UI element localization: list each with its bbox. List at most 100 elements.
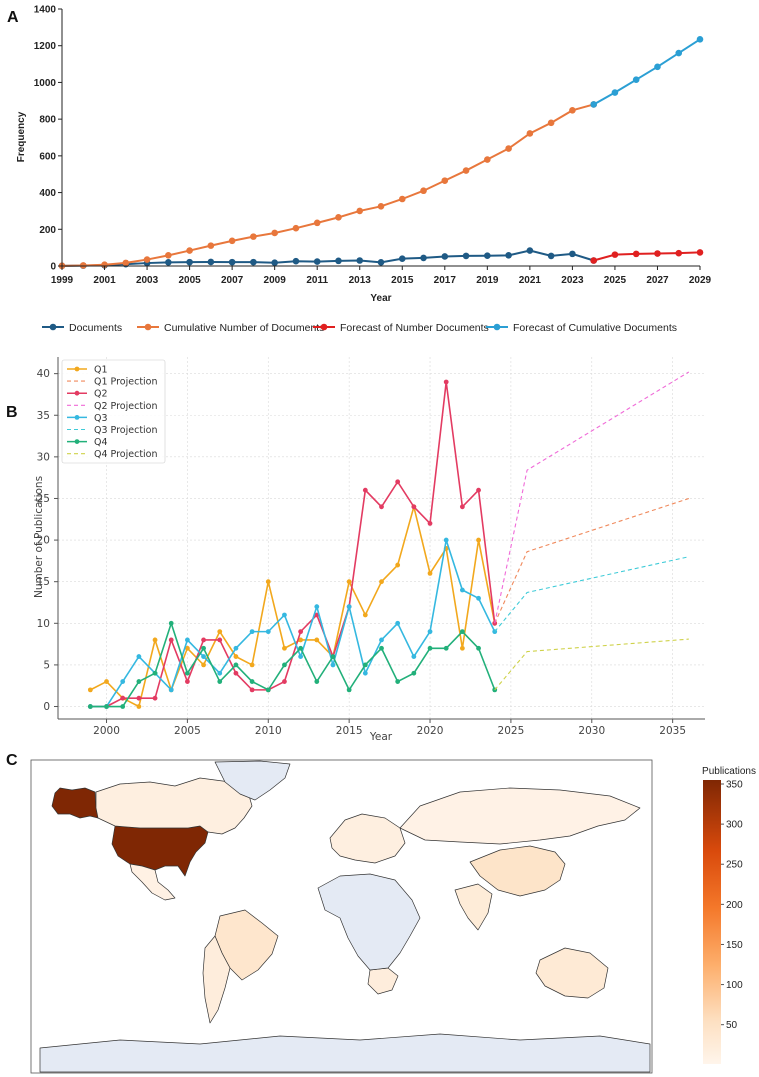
chart-a-point-cumulative-number-of-documents — [313, 219, 321, 227]
chart-b-y-tick-label: 30 — [37, 451, 50, 463]
chart-b-point-q3 — [120, 679, 126, 684]
chart-c-world-map: Publications 350 300 250 200 150 100 50 — [30, 759, 756, 1074]
chart-a-point-cumulative-number-of-documents — [462, 167, 470, 174]
chart-a-point-documents — [505, 252, 512, 259]
chart-b: 2000 2005 2010 2015 2020 2025 2030 203505101520… — [33, 357, 705, 743]
chart-b-point-q3 — [443, 537, 449, 543]
chart-a-point-documents — [186, 258, 193, 266]
chart-b-point-q1 — [217, 629, 223, 635]
colorbar-tick-label: 350 — [726, 780, 743, 791]
panel-letter-a: A — [7, 9, 19, 26]
chart-b-point-q4 — [282, 662, 287, 668]
chart-a-line-forecast-of-number-documents — [593, 251, 701, 262]
chart-b-legend-marker-q3 — [74, 415, 80, 420]
chart-b-point-q2 — [249, 687, 255, 693]
chart-a-y-tick-label: 200 — [39, 225, 56, 236]
chart-b-point-q3 — [217, 670, 223, 676]
chart-b-point-q3 — [282, 612, 287, 618]
chart-a-point-cumulative-number-of-documents — [356, 207, 364, 215]
chart-a-x-axis-label: Year — [370, 293, 391, 304]
chart-b-y-tick-label: 40 — [37, 368, 50, 380]
chart-b-point-q2 — [459, 504, 465, 510]
chart-b-line-q1 — [89, 503, 496, 708]
map-region-greenland — [214, 760, 291, 801]
map-region-europe — [329, 813, 406, 864]
chart-a-x-tick-label: 2027 — [646, 275, 669, 286]
chart-a-point-forecast-of-number-documents — [632, 250, 640, 258]
chart-b-y-tick-label: 5 — [43, 659, 50, 671]
chart-a-y-tick-label: 400 — [39, 188, 56, 199]
map-region-canada — [95, 777, 253, 835]
chart-b-point-q1 — [395, 562, 401, 568]
chart-b-legend-box — [61, 359, 166, 464]
chart-b-point-q4 — [379, 645, 384, 651]
chart-b-point-q2 — [362, 487, 368, 493]
chart-b-y-tick-label: 35 — [37, 410, 50, 422]
chart-b-point-q4 — [427, 645, 433, 651]
chart-b-point-q4 — [233, 662, 239, 668]
map-region-chile — [202, 935, 231, 1024]
chart-b-point-q3 — [168, 687, 174, 693]
chart-a-point-cumulative-number-of-documents — [505, 145, 512, 152]
chart-b-y-tick-label: 15 — [37, 576, 50, 588]
chart-b-legend-label-q2-projection: Q2 Projection — [94, 401, 158, 412]
chart-b-point-q1 — [298, 637, 304, 643]
chart-a-legend: Documents Cumulative Number of Documents F… — [42, 322, 677, 334]
chart-a-point-documents — [420, 254, 427, 262]
chart-b-line-q3-projection — [494, 556, 689, 632]
chart-a-x-tick-label: 2019 — [476, 275, 499, 286]
chart-b-point-q4 — [185, 670, 190, 676]
colorbar-title: Publications — [702, 766, 756, 777]
chart-b-point-q1 — [459, 645, 465, 651]
chart-a-y-tick-label: 1000 — [34, 78, 57, 89]
chart-b-point-q4 — [201, 645, 206, 651]
chart-b-x-axis-label: Year — [369, 731, 393, 743]
chart-b-point-q3 — [136, 654, 142, 659]
chart-b-point-q4 — [152, 670, 158, 676]
chart-b-point-q3 — [201, 654, 206, 659]
chart-b-point-q3 — [427, 629, 433, 635]
chart-a-x-tick-label: 2009 — [264, 275, 287, 286]
chart-a-point-documents — [207, 258, 215, 266]
chart-b-point-q3 — [330, 662, 336, 668]
chart-b-point-q1 — [201, 662, 206, 668]
panel-letter-c: C — [6, 752, 18, 769]
chart-b-point-q4 — [87, 704, 93, 709]
chart-b-x-tick-label: 2000 — [93, 725, 120, 737]
chart-b-point-q3 — [459, 587, 465, 593]
chart-a-x-tick-label: 2001 — [93, 275, 116, 286]
chart-b-point-q2 — [217, 637, 223, 643]
chart-b-legend-label-q3-projection: Q3 Projection — [94, 425, 158, 436]
chart-a-point-documents — [547, 252, 555, 260]
chart-b-point-q2 — [379, 504, 384, 510]
chart-a-point-cumulative-number-of-documents — [377, 203, 385, 210]
chart-a-x-tick-label: 2015 — [391, 275, 414, 286]
chart-b-point-q3 — [346, 604, 352, 610]
chart-b-line-q4 — [90, 620, 496, 708]
panel-letter-b: B — [6, 404, 18, 421]
chart-a-point-documents — [377, 259, 385, 266]
chart-a-point-documents — [484, 252, 491, 260]
chart-b-point-q4 — [476, 645, 481, 651]
chart-b-point-q2 — [185, 679, 190, 684]
chart-b-x-tick-label: 2020 — [417, 725, 444, 737]
chart-b-legend-label-q1-projection: Q1 Projection — [94, 377, 158, 388]
chart-b-point-q1 — [249, 662, 255, 668]
chart-b-point-q4 — [104, 704, 109, 709]
chart-a-y-axis-label: Frequency — [16, 111, 27, 162]
chart-b-point-q4 — [217, 679, 223, 684]
chart-b-point-q1 — [282, 645, 287, 651]
chart-a-point-forecast-of-cumulative-documents — [696, 35, 704, 43]
chart-a-point-documents — [292, 257, 300, 265]
chart-a-point-forecast-of-number-documents — [675, 249, 683, 257]
chart-b-point-q4 — [443, 645, 449, 651]
chart-b-point-q2 — [395, 479, 401, 485]
chart-a-x-tick-label: 2029 — [689, 275, 712, 286]
chart-b-point-q1 — [346, 579, 352, 585]
map-region-russia — [399, 787, 641, 845]
map-region-australia — [535, 947, 609, 999]
chart-b-point-q2 — [411, 504, 417, 510]
map-region-mexico — [129, 863, 176, 901]
chart-b-point-q2 — [282, 679, 287, 684]
chart-b-x-tick-label: 2005 — [174, 725, 201, 737]
